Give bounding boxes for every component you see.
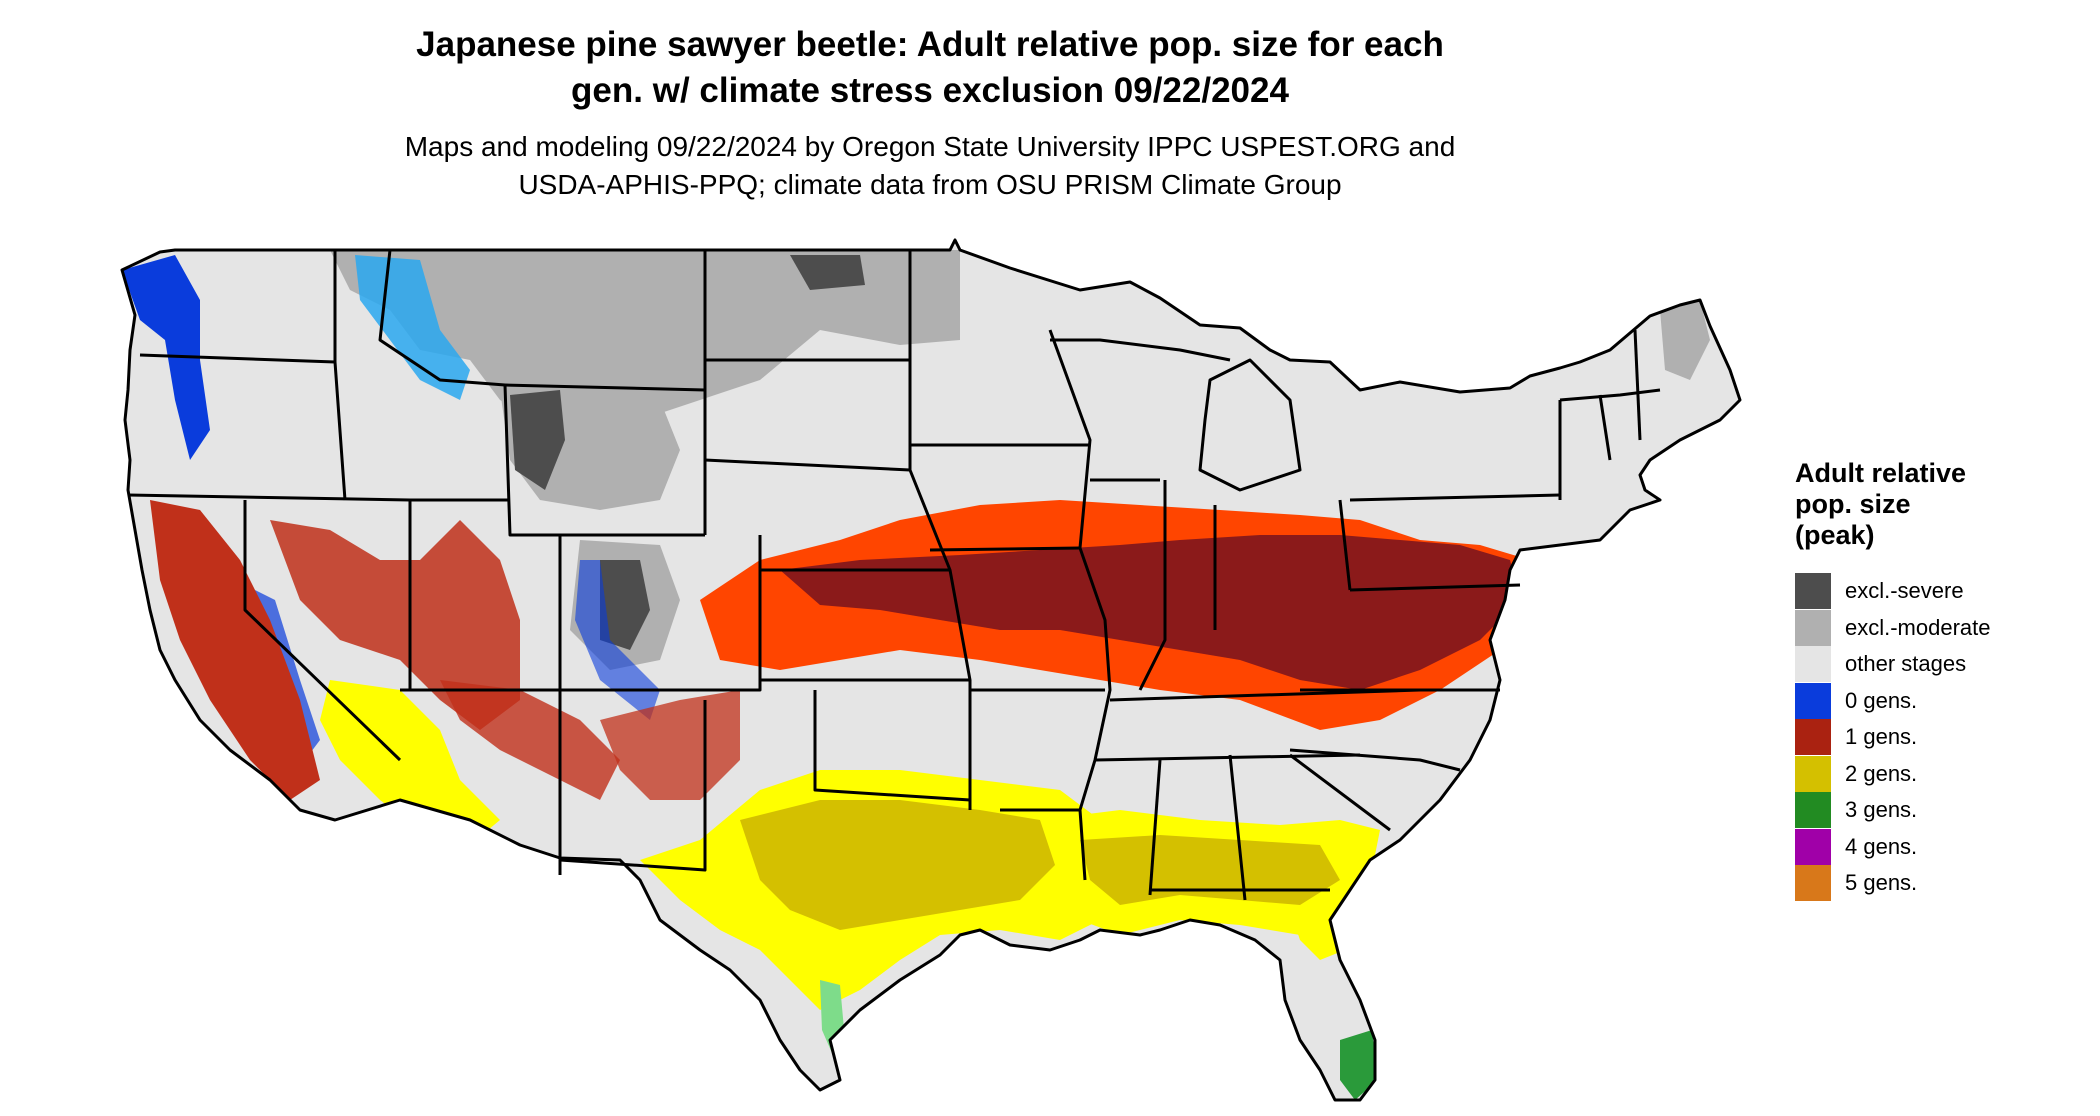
excl-moderate-region-north: [330, 250, 960, 430]
legend-label: 2 gens.: [1845, 760, 1918, 786]
border-nm-tx: [559, 700, 707, 872]
border-mississippi: [1048, 329, 1112, 881]
border-ok-tx: [813, 690, 971, 802]
border-id-west: [333, 250, 347, 501]
one-gen-region-california: [150, 500, 320, 800]
legend-item-5-gens: 5 gens.: [1795, 865, 1991, 902]
one-gen-dark-core: [780, 535, 1520, 690]
model-layers: [122, 250, 1710, 1100]
map-legend: Adult relative pop. size (peak) excl.-se…: [1795, 458, 1991, 902]
zero-gens-region-colorado: [575, 560, 660, 720]
legend-title-line-1: Adult relative: [1795, 458, 1967, 488]
border-pa-south: [1349, 583, 1521, 592]
legend-title-line-2: pop. size: [1795, 489, 1911, 519]
border-new-england: [1559, 388, 1661, 402]
map-title: Japanese pine sawyer beetle: Adult relat…: [150, 22, 1710, 114]
map-subtitle-line-2: USDA-APHIS-PPQ; climate data from OSU PR…: [518, 169, 1342, 200]
legend-swatch: [1795, 865, 1831, 902]
border-sd-ne: [704, 458, 911, 472]
legend-swatch: [1795, 682, 1831, 719]
state-borders: [120, 238, 1742, 1102]
legend-item-4-gens: 4 gens.: [1795, 828, 1991, 866]
border-pa-north: [1349, 493, 1561, 502]
legend-item-excl-moderate: excl.-moderate: [1795, 609, 1991, 647]
legend-swatch: [1795, 609, 1831, 646]
legend-item-other-stages: other stages: [1795, 646, 1991, 683]
legend-label: 4 gens.: [1845, 833, 1918, 859]
border-ca-nv: [243, 500, 402, 762]
legend-item-1-gens: 1 gens.: [1795, 719, 1991, 756]
legend-item-3-gens: 3 gens.: [1795, 792, 1991, 829]
excl-severe-region-colorado: [600, 560, 650, 650]
border-ia-mo: [929, 546, 1081, 552]
map-title-line-2: gen. w/ climate stress exclusion 09/22/2…: [571, 71, 1289, 110]
legend-label: 5 gens.: [1845, 870, 1918, 896]
three-gens-region-south-florida: [1340, 1030, 1378, 1100]
legend-label: excl.-severe: [1845, 578, 1964, 604]
border-tn-south: [1094, 753, 1361, 762]
excl-moderate-region-maine: [1660, 300, 1710, 380]
one-gen-region-nevada-utah: [270, 520, 520, 730]
map-title-line-1: Japanese pine sawyer beetle: Adult relat…: [416, 25, 1444, 64]
two-gens-dark-gulf: [1080, 835, 1340, 905]
excl-severe-region-dakota: [790, 255, 865, 290]
map-subtitle-line-1: Maps and modeling 09/22/2024 by Oregon S…: [404, 131, 1456, 162]
excl-severe-region-wyoming: [510, 390, 565, 490]
legend-swatch: [1795, 646, 1831, 683]
border-al-ga: [1228, 754, 1247, 901]
legend-label: 1 gens.: [1845, 724, 1918, 750]
two-gens-dark-texas: [740, 800, 1060, 930]
legend-title-line-3: (peak): [1795, 520, 1875, 550]
border-ms-al: [1148, 759, 1162, 896]
legend-swatch: [1795, 719, 1831, 756]
border-vt-nh: [1598, 394, 1612, 461]
legend-item-excl-severe: excl.-severe: [1795, 573, 1991, 610]
map-subtitle: Maps and modeling 09/22/2024 by Oregon S…: [150, 128, 1710, 204]
border-mt-wy: [504, 383, 706, 392]
legend-label: other stages: [1845, 651, 1967, 677]
border-michigan-upper: [1050, 338, 1231, 362]
one-gen-region-arizona: [440, 680, 620, 800]
legend-swatch: [1795, 792, 1831, 829]
two-gens-region-southwest: [320, 680, 500, 845]
border-oh-east: [1338, 499, 1352, 591]
legend-title: Adult relative pop. size (peak): [1795, 458, 1991, 551]
legend-label: 3 gens.: [1845, 797, 1918, 823]
zero-gens-region-rockies: [355, 255, 470, 400]
border-nc-sc: [1289, 748, 1461, 772]
border-or-ca: [127, 493, 411, 502]
border-id-mt: [378, 249, 506, 387]
border-co-south: [560, 535, 762, 692]
border-il-in: [1138, 480, 1167, 691]
legend-label: excl.-moderate: [1845, 614, 1991, 640]
border-wa-or: [139, 353, 336, 364]
legend-swatch: [1795, 828, 1831, 865]
border-ga-sc: [1289, 753, 1391, 832]
border-michigan-lower: [1198, 358, 1302, 492]
legend-item-2-gens: 2 gens.: [1795, 755, 1991, 793]
legend-label: 0 gens.: [1845, 687, 1918, 713]
zero-gens-region-cascades: [122, 255, 210, 460]
legend-swatch: [1795, 755, 1831, 792]
border-me-nh: [1633, 329, 1642, 441]
border-ky-tn: [1109, 688, 1421, 702]
legend-swatch: [1795, 573, 1831, 610]
border-wy: [503, 384, 705, 537]
border-mn-west: [908, 250, 972, 810]
legend-item-0-gens: 0 gens.: [1795, 682, 1991, 720]
